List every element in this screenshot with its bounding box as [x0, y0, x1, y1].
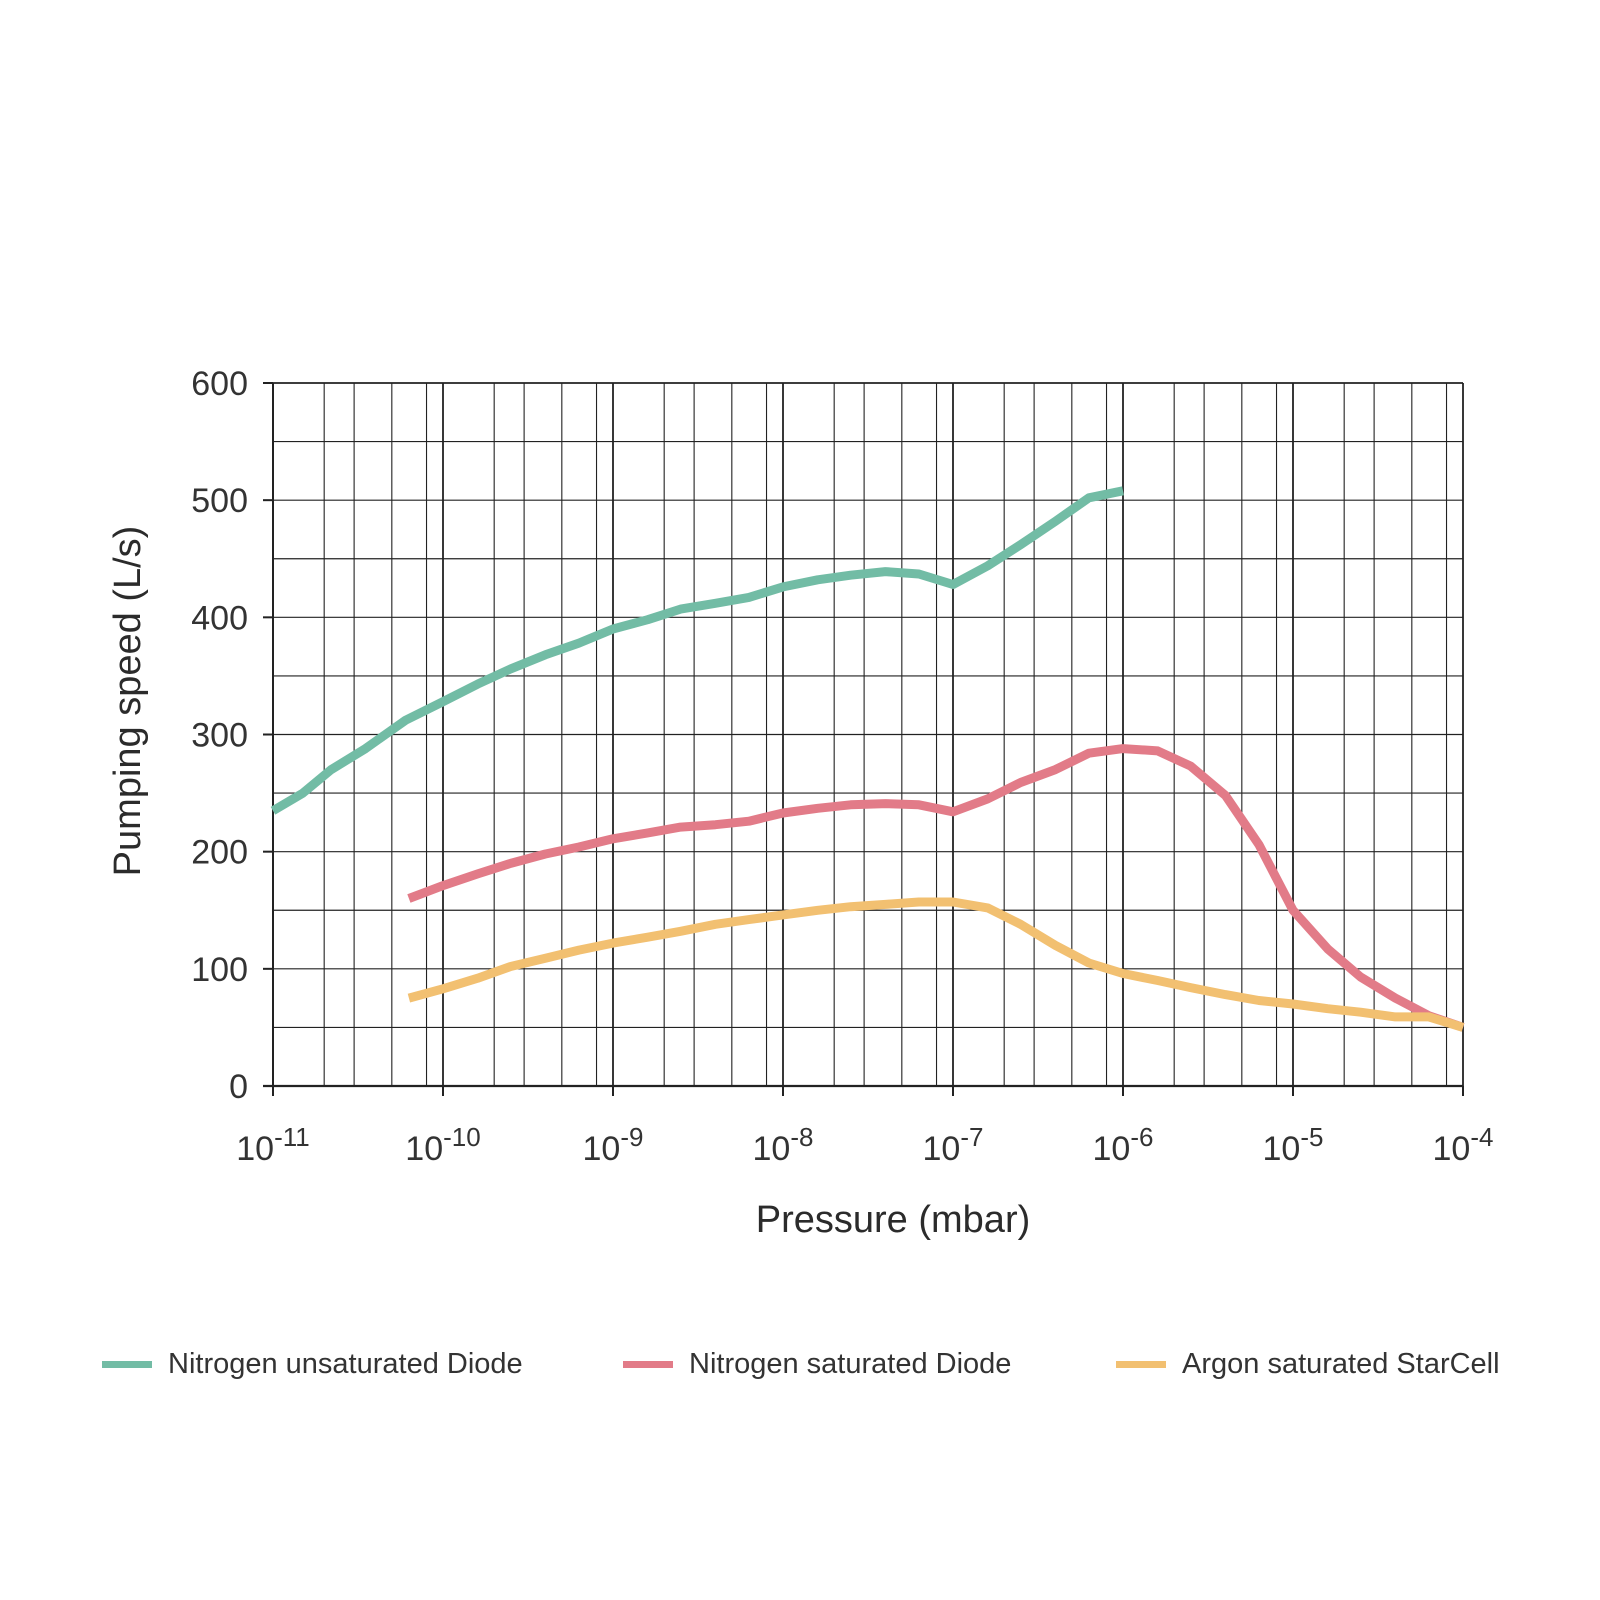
- y-tick-label: 600: [191, 365, 248, 403]
- y-tick-label: 400: [191, 599, 248, 637]
- x-tick-label: 10-5: [1263, 1122, 1324, 1168]
- legend-item-nitrogen-unsaturated: Nitrogen unsaturated Diode: [102, 1344, 523, 1384]
- y-tick-label: 200: [191, 834, 248, 872]
- grid-lines: [273, 383, 1463, 1086]
- y-tick-label: 100: [191, 951, 248, 989]
- axes: [263, 382, 1464, 1096]
- legend-item-nitrogen-saturated: Nitrogen saturated Diode: [623, 1344, 1011, 1384]
- x-axis-title: Pressure (mbar): [756, 1199, 1031, 1241]
- legend-label: Nitrogen saturated Diode: [689, 1347, 1012, 1380]
- series-line-argon-saturated: [407, 897, 1465, 1032]
- legend-label: Argon saturated StarCell: [1182, 1347, 1500, 1380]
- data-series: [270, 486, 1465, 1032]
- x-tick-label: 10-11: [236, 1122, 309, 1168]
- legend-label: Nitrogen unsaturated Diode: [168, 1347, 523, 1380]
- legend-swatch: [102, 1360, 152, 1368]
- legend-swatch: [623, 1360, 673, 1368]
- x-tick-label: 10-6: [1093, 1122, 1154, 1168]
- y-axis-title: Pumping speed (L/s): [107, 526, 149, 877]
- y-tick-label: 300: [191, 717, 248, 755]
- legend-item-argon-saturated: Argon saturated StarCell: [1116, 1344, 1500, 1384]
- x-tick-label: 10-4: [1433, 1122, 1494, 1168]
- x-tick-label: 10-7: [923, 1122, 984, 1168]
- tick-labels: 0 100 200 300 400 500 600 10-11 10-10 10-9 10-8 10-…: [191, 365, 1493, 1168]
- series-line-nitrogen-unsaturated: [270, 486, 1124, 815]
- x-tick-label: 10-9: [583, 1122, 644, 1168]
- y-tick-label: 500: [191, 482, 248, 520]
- x-tick-label: 10-8: [753, 1122, 814, 1168]
- legend-swatch: [1116, 1360, 1166, 1368]
- series-line-nitrogen-saturated: [407, 744, 1465, 1032]
- y-tick-label: 0: [229, 1068, 248, 1106]
- x-tick-label: 10-10: [405, 1122, 480, 1168]
